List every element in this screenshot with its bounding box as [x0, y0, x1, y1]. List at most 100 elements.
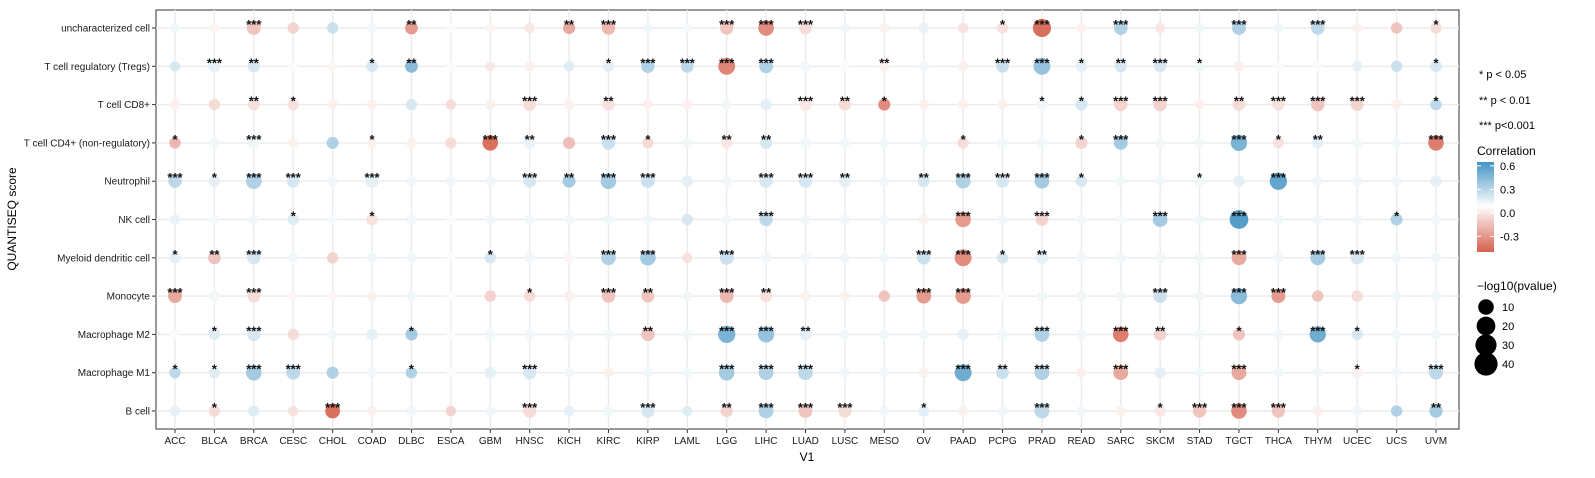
y-tick-label: Macrophage M1 — [78, 368, 151, 379]
data-point — [445, 329, 456, 340]
data-point — [1272, 98, 1285, 111]
data-point — [524, 252, 535, 263]
x-tick-label: UVM — [1425, 436, 1447, 447]
data-point — [563, 405, 575, 417]
x-tick-label: PAAD — [950, 436, 977, 447]
significance-mark: * — [291, 209, 297, 224]
data-point — [1309, 326, 1326, 343]
data-point — [1114, 60, 1127, 73]
data-point — [1154, 137, 1166, 149]
data-point — [208, 251, 221, 265]
significance-mark: * — [370, 55, 376, 70]
significance-mark: *** — [364, 170, 380, 185]
data-point — [1154, 405, 1166, 417]
data-point — [1430, 60, 1442, 72]
data-point — [955, 288, 971, 304]
significance-mark: * — [370, 209, 376, 224]
data-point — [916, 288, 932, 304]
significance-mark: *** — [1231, 132, 1247, 147]
data-point — [366, 99, 378, 110]
data-point — [918, 22, 929, 34]
significance-mark: * — [1000, 247, 1006, 262]
sig-legend-2: ** p < 0.01 — [1479, 95, 1531, 107]
y-tick-label: T cell regulatory (Tregs) — [44, 62, 150, 73]
significance-mark: ** — [997, 362, 1008, 377]
data-point — [1113, 135, 1128, 150]
significance-mark: *** — [246, 132, 262, 147]
significance-mark: *** — [1271, 400, 1287, 415]
significance-mark: *** — [167, 285, 183, 300]
data-point — [445, 252, 456, 263]
data-point — [366, 213, 378, 226]
data-point — [997, 99, 1008, 110]
data-point — [1391, 137, 1402, 149]
data-point — [445, 176, 457, 187]
data-point — [1351, 328, 1363, 341]
data-point — [600, 173, 617, 189]
data-point — [405, 21, 418, 35]
data-point — [522, 366, 537, 380]
data-point — [1075, 60, 1088, 72]
significance-mark: *** — [956, 170, 972, 185]
significance-mark: *** — [956, 362, 972, 377]
data-point — [838, 175, 851, 188]
data-point — [1232, 21, 1246, 35]
significance-mark: *** — [246, 323, 262, 338]
data-point — [1194, 290, 1205, 302]
data-point — [879, 22, 890, 34]
data-point — [682, 252, 693, 263]
data-point — [169, 22, 181, 34]
data-point — [288, 405, 299, 417]
data-point — [209, 137, 220, 149]
data-point — [484, 252, 496, 264]
data-point — [1351, 405, 1363, 417]
data-point — [1115, 252, 1126, 263]
data-point — [997, 329, 1008, 340]
data-point — [996, 59, 1009, 73]
size-legend-label: 40 — [1502, 359, 1514, 371]
data-point — [484, 290, 496, 302]
significance-mark: *** — [956, 247, 972, 262]
data-point — [682, 329, 693, 340]
data-point — [1154, 176, 1166, 187]
data-point — [1035, 213, 1049, 226]
data-point — [366, 367, 378, 378]
significance-mark: ** — [1431, 400, 1442, 415]
data-point — [522, 404, 537, 418]
significance-mark: * — [527, 285, 533, 300]
significance-mark: *** — [640, 55, 656, 70]
data-point — [682, 367, 693, 378]
data-point — [1391, 367, 1402, 378]
data-point — [603, 405, 614, 417]
significance-mark: ** — [564, 17, 575, 32]
significance-mark: *** — [1231, 285, 1247, 300]
significance-mark: *** — [246, 362, 262, 377]
color-legend-label: -0.3 — [1500, 231, 1519, 243]
significance-mark: * — [172, 362, 178, 377]
data-point — [1312, 61, 1323, 72]
y-tick-label: T cell CD8+ — [98, 100, 150, 111]
data-point — [840, 61, 850, 72]
data-point — [1194, 329, 1205, 340]
data-point — [365, 174, 379, 188]
data-point — [758, 403, 774, 419]
significance-mark: * — [1158, 400, 1164, 415]
data-point — [1035, 251, 1049, 264]
data-point — [917, 175, 930, 188]
data-point — [287, 98, 299, 111]
data-point — [445, 23, 456, 33]
data-point — [1351, 22, 1363, 34]
data-point — [681, 213, 693, 226]
significance-mark: *** — [522, 170, 538, 185]
significance-mark: * — [212, 400, 218, 415]
data-point — [1036, 98, 1048, 111]
data-point — [641, 289, 655, 303]
significance-mark: *** — [1034, 362, 1050, 377]
significance-mark: *** — [956, 209, 972, 224]
x-axis-title: V1 — [800, 450, 815, 464]
significance-mark: ** — [1037, 247, 1048, 262]
size-legend-dot — [1475, 334, 1497, 356]
data-point — [603, 367, 614, 378]
significance-mark: *** — [246, 285, 262, 300]
